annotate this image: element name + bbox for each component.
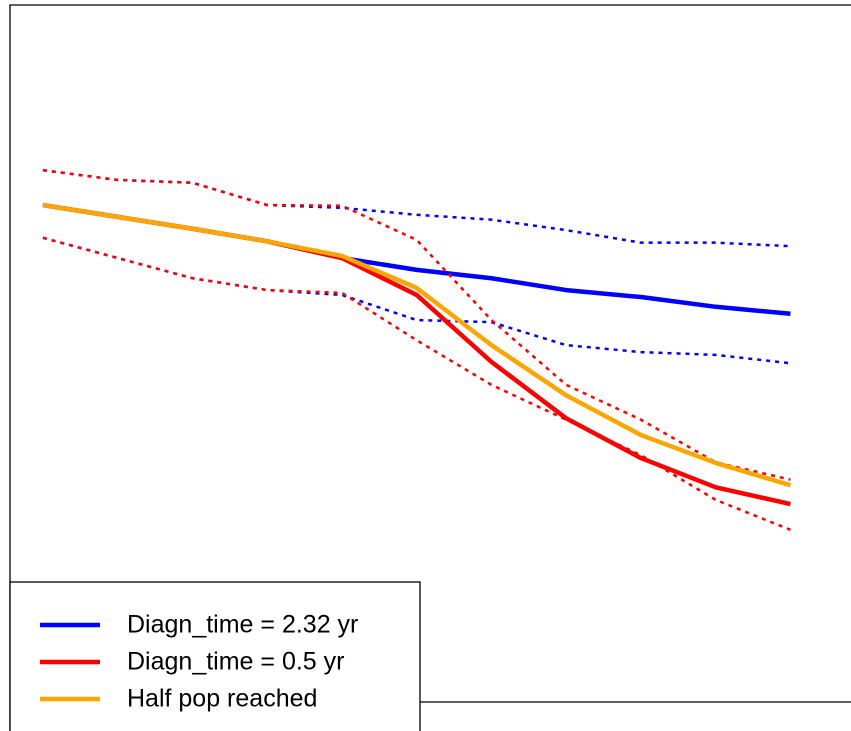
- band-line: [42, 168, 791, 248]
- plot-frame: [9, 4, 851, 731]
- legend-label: Half pop reached: [127, 685, 317, 713]
- legend: Diagn_time = 2.32 yr Diagn_time = 0.5 yr H…: [9, 581, 421, 731]
- legend-label: Diagn_time = 2.32 yr: [127, 611, 358, 639]
- band-line: [42, 236, 791, 532]
- plot-area: [42, 168, 792, 532]
- series-line: [42, 202, 792, 488]
- legend-box: [9, 581, 421, 731]
- legend-label: Diagn_time = 0.5 yr: [127, 648, 344, 676]
- band-line: [42, 168, 791, 481]
